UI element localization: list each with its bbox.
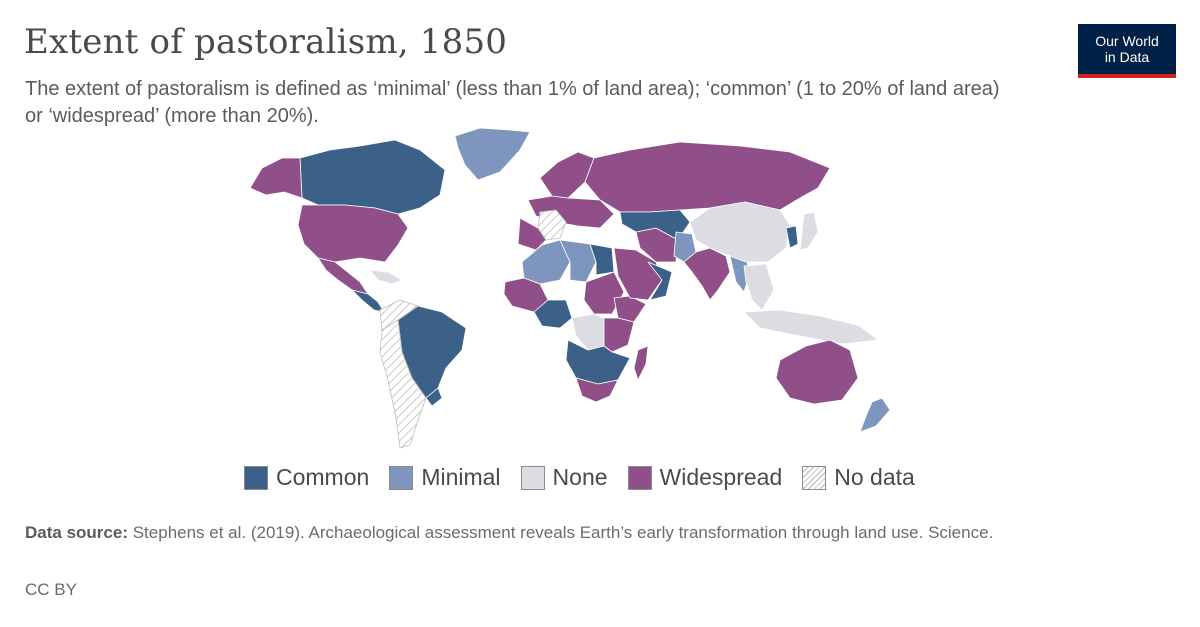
region-greenland[interactable] (454, 128, 531, 181)
legend-item-nodata[interactable]: No data (802, 464, 915, 491)
legend-label-none: None (552, 464, 608, 490)
legend-swatch-common (244, 465, 268, 490)
legend-swatch-nodata (802, 465, 827, 490)
region-china[interactable] (689, 201, 791, 263)
region-mexico[interactable] (317, 257, 369, 295)
region-oman[interactable] (647, 261, 673, 301)
region-alaska[interactable] (249, 157, 303, 199)
region-scandinavia[interactable] (539, 151, 595, 199)
chart-subtitle: The extent of pastoralism is defined as … (25, 78, 1000, 127)
region-southern-south-america[interactable] (379, 319, 427, 449)
license-link[interactable]: CC BY (25, 580, 77, 599)
legend-item-widespread[interactable]: Widespread (627, 464, 783, 491)
region-canada[interactable] (299, 139, 446, 215)
region-east-africa[interactable] (603, 317, 635, 353)
region-japan[interactable] (799, 211, 819, 251)
legend-swatch-none (520, 465, 545, 490)
region-south-africa[interactable] (575, 377, 619, 403)
region-korea[interactable] (785, 225, 799, 249)
legend-item-none[interactable]: None (520, 464, 608, 491)
legend-label-minimal: Minimal (421, 464, 501, 490)
region-russia[interactable] (584, 141, 831, 213)
region-southeast-asia[interactable] (743, 263, 775, 311)
legend-swatch-widespread (627, 465, 652, 490)
map-legend: Common Minimal None Widespread No data (244, 464, 935, 491)
legend-swatch-minimal (389, 465, 414, 490)
legend-item-common[interactable]: Common (244, 464, 369, 491)
region-egypt[interactable] (589, 243, 615, 276)
world-map (249, 128, 891, 449)
legend-label-widespread: Widespread (659, 464, 783, 490)
source-label: Data source: (25, 523, 128, 542)
logo-line-2: in Data (1104, 49, 1150, 65)
region-arabia[interactable] (613, 247, 663, 301)
logo-line-1: Our World (1095, 33, 1159, 49)
region-australia[interactable] (775, 339, 859, 405)
region-france[interactable] (537, 209, 567, 241)
legend-item-minimal[interactable]: Minimal (389, 464, 501, 491)
region-united-states[interactable] (297, 204, 409, 263)
region-caribbean[interactable] (369, 269, 403, 285)
region-india[interactable] (683, 247, 731, 301)
source-text: Stephens et al. (2019). Archaeological a… (132, 523, 994, 542)
region-new-zealand[interactable] (859, 397, 891, 433)
legend-label-common: Common (276, 464, 370, 490)
region-southern-africa[interactable] (565, 339, 631, 385)
region-northern-south-america[interactable] (379, 299, 419, 331)
region-indonesia[interactable] (743, 309, 879, 345)
region-sudan[interactable] (583, 271, 625, 315)
region-spain[interactable] (517, 217, 547, 251)
data-source: Data source: Stephens et al. (2019). Arc… (25, 521, 1135, 545)
owid-logo[interactable]: Our World in Data (1078, 24, 1176, 78)
legend-label-nodata: No data (834, 464, 915, 490)
region-ethiopia[interactable] (613, 295, 647, 323)
region-madagascar[interactable] (633, 345, 649, 381)
region-uruguay[interactable] (425, 387, 443, 407)
chart-title: Extent of pastoralism, 1850 (24, 22, 508, 62)
